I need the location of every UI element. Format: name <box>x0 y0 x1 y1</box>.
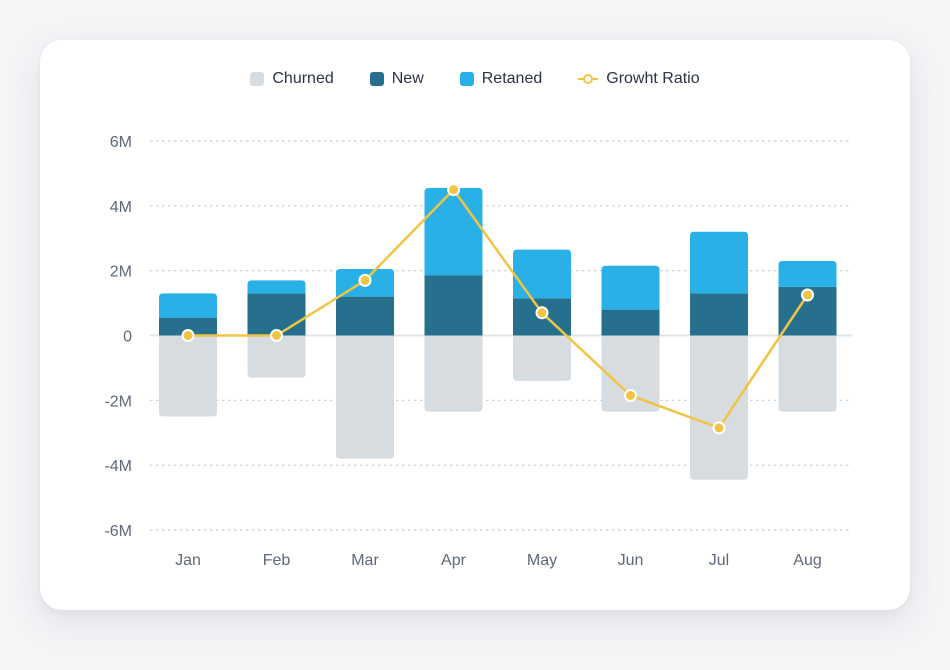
chart-card: Churned New Retaned Growht Ratio 6M 4M 2M 0 -2M… <box>40 40 910 610</box>
bar-new-mar <box>336 296 394 336</box>
bar-new-jun <box>601 309 660 336</box>
bar-churned-may <box>513 335 571 381</box>
bar-retaned-jan <box>159 293 217 318</box>
point-growht-ratio-may <box>535 306 549 320</box>
x-tick-label: Feb <box>263 552 291 569</box>
x-tick-label: Apr <box>441 552 467 569</box>
growth-chart: 6M 4M 2M 0 -2M -4M -6M Jan Feb Mar Apr May Jun Jul Aug <box>104 134 852 569</box>
legend-label: New <box>391 70 424 87</box>
x-tick-label: Mar <box>351 552 379 569</box>
x-tick-label: Jul <box>709 552 729 569</box>
bar-retaned-jun <box>601 265 660 310</box>
x-tick-label: May <box>527 552 557 569</box>
y-tick-label: 4M <box>110 199 132 216</box>
y-tick-label: -2M <box>104 393 132 410</box>
legend-swatch-churned <box>250 72 265 86</box>
chart-legend: Churned New Retaned Growht Ratio <box>40 70 910 88</box>
bar-new-jul <box>690 293 748 336</box>
legend-item-retaned[interactable]: Retaned <box>459 70 543 88</box>
legend-label: Retaned <box>481 70 543 87</box>
y-tick-label: 6M <box>110 134 132 151</box>
point-growht-ratio-jul <box>712 421 726 435</box>
x-tick-label: Jun <box>618 552 644 569</box>
bar-churned-aug <box>778 335 837 412</box>
point-growht-ratio-jun <box>624 388 637 402</box>
bar-retaned-may <box>513 249 571 299</box>
point-growht-ratio-aug <box>801 288 814 302</box>
bar-churned-jun <box>601 335 660 412</box>
bar-new-feb <box>247 293 306 336</box>
bar-retaned-jul <box>690 231 748 294</box>
line-growht-ratio <box>188 188 809 430</box>
point-growht-ratio-feb <box>270 329 283 342</box>
line-layer <box>181 183 814 435</box>
legend-swatch-retaned <box>459 72 474 86</box>
point-growht-ratio-apr <box>447 183 460 197</box>
legend-label: Growht Ratio <box>606 70 700 87</box>
point-growht-ratio-mar <box>358 273 372 287</box>
legend-item-churned[interactable]: Churned <box>250 70 334 88</box>
bar-retaned-apr <box>424 188 483 276</box>
bar-new-aug <box>778 286 837 336</box>
bar-churned-apr <box>424 335 483 412</box>
bar-retaned-aug <box>778 260 837 287</box>
legend-swatch-new <box>369 72 384 86</box>
bar-churned-feb <box>247 335 306 378</box>
legend-label: Churned <box>272 70 334 87</box>
legend-item-new[interactable]: New <box>369 70 424 88</box>
x-tick-label: Aug <box>793 552 821 569</box>
bar-churned-mar <box>336 335 394 459</box>
y-tick-label: 0 <box>123 329 132 346</box>
legend-swatch-growht-ratio <box>578 72 599 86</box>
bar-layer <box>159 188 837 480</box>
y-tick-label: -4M <box>104 458 132 475</box>
point-growht-ratio-jan <box>181 329 195 342</box>
bar-churned-jul <box>690 335 748 480</box>
bar-new-jan <box>159 317 217 336</box>
bar-new-apr <box>424 275 483 336</box>
bar-retaned-feb <box>247 280 306 294</box>
legend-item-growht-ratio[interactable]: Growht Ratio <box>578 70 700 88</box>
bar-churned-jan <box>159 335 217 417</box>
y-tick-label: 2M <box>110 264 132 281</box>
y-tick-label: -6M <box>104 523 132 540</box>
x-tick-label: Jan <box>175 552 201 569</box>
